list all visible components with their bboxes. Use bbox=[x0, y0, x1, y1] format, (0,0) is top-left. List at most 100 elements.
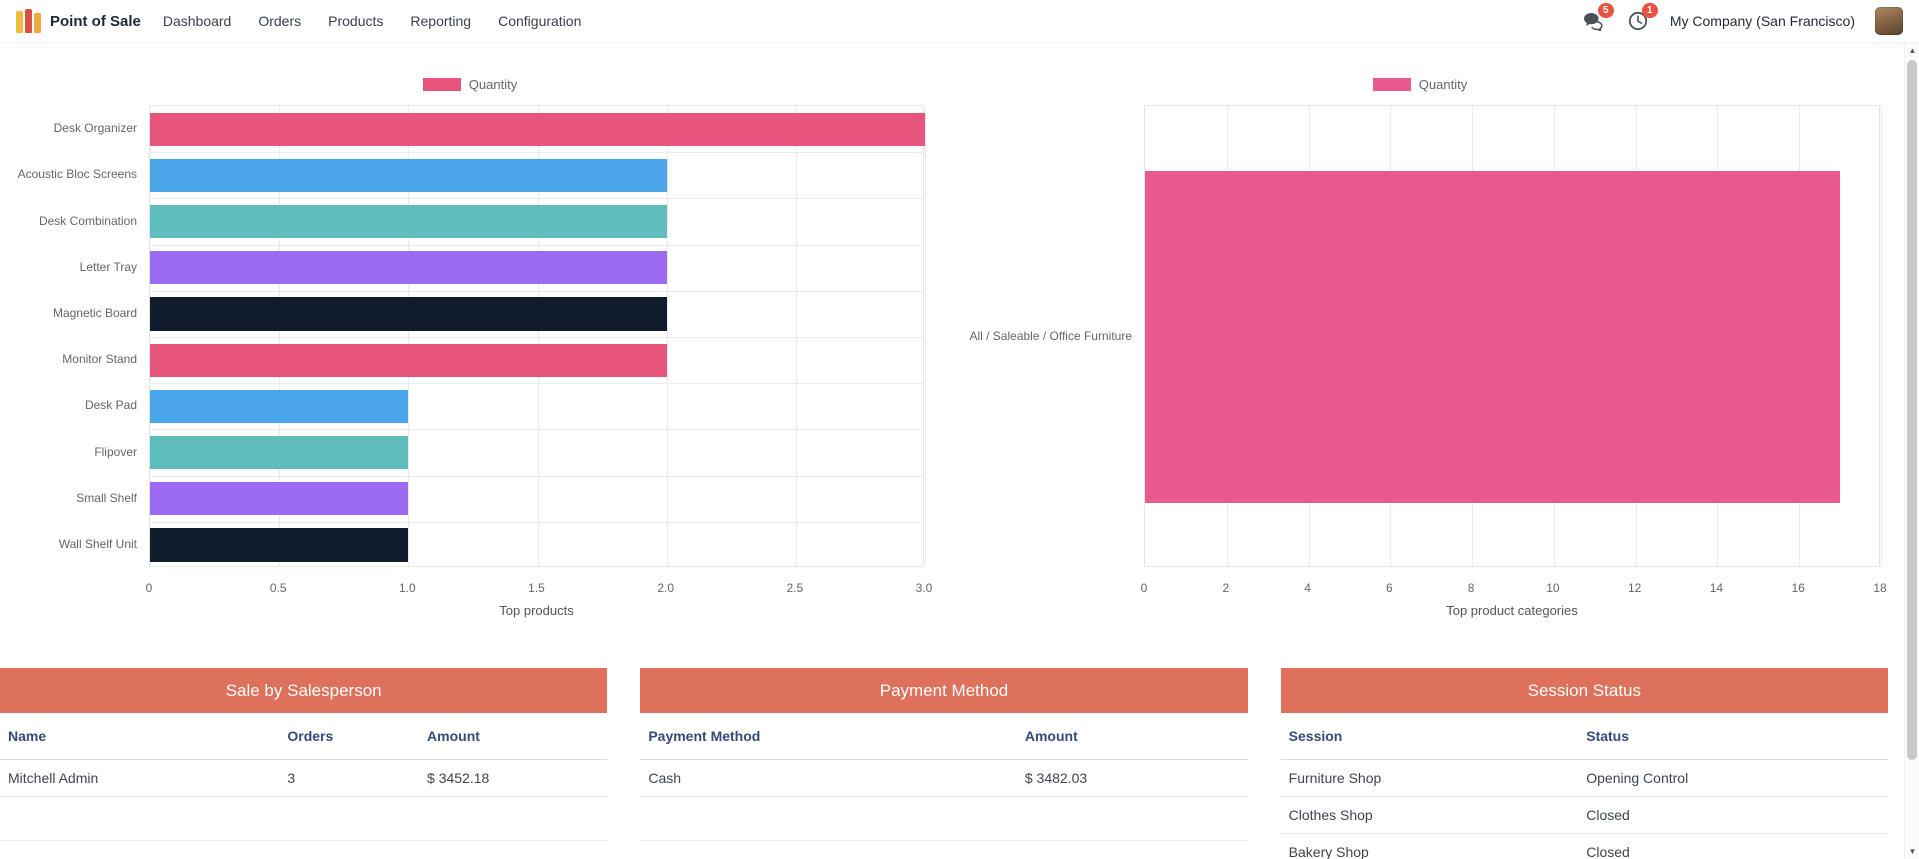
category-label-wall-shelf-unit: Wall Shelf Unit bbox=[58, 536, 137, 551]
chart-legend[interactable]: Quantity bbox=[940, 76, 1900, 92]
category-label-magnetic-board: Magnetic Board bbox=[52, 305, 137, 320]
bar-magnetic-board[interactable] bbox=[150, 297, 667, 331]
scrollbar-thumb[interactable] bbox=[1907, 60, 1917, 760]
gridline-vertical bbox=[537, 106, 539, 566]
scrollbar-down-arrow[interactable]: ▼ bbox=[1908, 847, 1917, 856]
x-tick-label: 12 bbox=[1628, 581, 1642, 595]
activities-button[interactable]: 1 bbox=[1626, 3, 1658, 33]
column-header-orders: Orders bbox=[279, 713, 420, 760]
table-row: Bakery Shop Closed bbox=[1280, 833, 1888, 859]
x-tick-label: 0 bbox=[1140, 581, 1148, 595]
x-tick-label: 6 bbox=[1385, 581, 1393, 595]
x-tick-label: 8 bbox=[1467, 581, 1475, 595]
legend-swatch-quantity bbox=[1372, 77, 1411, 91]
gridline-horizontal bbox=[150, 337, 923, 338]
category-label-letter-tray: Letter Tray bbox=[79, 259, 137, 274]
bar-small-shelf[interactable] bbox=[150, 482, 409, 516]
chart-top-product-categories: Quantity All / Saleable / Office Furnitur… bbox=[940, 55, 1900, 625]
app-name[interactable]: Point of Sale bbox=[50, 12, 141, 30]
table-row: Clothes Shop Closed bbox=[1280, 796, 1888, 834]
table-title: Payment Method bbox=[640, 668, 1248, 713]
category-label-desk-pad: Desk Pad bbox=[84, 398, 137, 413]
pos-app-icon[interactable] bbox=[16, 9, 41, 33]
vertical-scrollbar[interactable]: ▲ ▼ bbox=[1904, 43, 1919, 859]
table-row: Cash $ 3482.03 bbox=[640, 759, 1248, 797]
table-card-session-status: Session Status Session Status Furniture Sho… bbox=[1280, 668, 1888, 859]
gridline-vertical bbox=[666, 106, 668, 566]
nav-item-configuration[interactable]: Configuration bbox=[498, 13, 582, 29]
chart-legend[interactable]: Quantity bbox=[0, 76, 940, 92]
x-tick-label: 14 bbox=[1709, 581, 1724, 595]
plot-area bbox=[1144, 105, 1882, 567]
scrollbar-up-arrow[interactable]: ▲ bbox=[1908, 46, 1917, 55]
table-title: Session Status bbox=[1280, 668, 1888, 713]
bar-desk-combination[interactable] bbox=[150, 204, 667, 239]
column-header-status: Status bbox=[1578, 713, 1888, 760]
bar-all-saleable-office-furniture[interactable] bbox=[1145, 170, 1841, 504]
data-table: Name Orders Amount Mitchell Admin 3 $ 3452.18 bbox=[0, 713, 608, 841]
top-nav: Point of Sale Dashboard Orders Products … bbox=[0, 0, 1919, 43]
bar-acoustic-bloc-screens[interactable] bbox=[150, 158, 667, 192]
nav-item-reporting[interactable]: Reporting bbox=[410, 13, 472, 29]
x-tick-label: 18 bbox=[1873, 581, 1887, 595]
chat-bubbles-icon bbox=[1583, 12, 1604, 31]
bar-letter-tray[interactable] bbox=[150, 251, 667, 285]
legend-label: Quantity bbox=[1418, 76, 1468, 92]
activities-badge: 1 bbox=[1641, 3, 1658, 18]
x-tick-label: 10 bbox=[1546, 581, 1560, 595]
x-tick-label: 0 bbox=[145, 581, 153, 595]
gridline-horizontal bbox=[150, 290, 923, 292]
chart-title: Top product categories bbox=[1446, 603, 1578, 618]
column-header-amount: Amount bbox=[1016, 713, 1248, 760]
table-cell: $ 3482.03 bbox=[1016, 759, 1248, 797]
chart-top-products: Quantity Desk Organizer Acoustic Bloc Scre… bbox=[0, 55, 940, 625]
nav-item-orders[interactable]: Orders bbox=[258, 13, 302, 29]
x-tick-label: 4 bbox=[1304, 581, 1311, 595]
bar-monitor-stand[interactable] bbox=[150, 343, 667, 377]
column-header-name: Name bbox=[0, 713, 280, 760]
table-row: Furniture Shop Opening Control bbox=[1280, 759, 1888, 797]
table-card-payment-method: Payment Method Payment Method Amount Cash $ … bbox=[640, 668, 1248, 859]
table-cell: Clothes Shop bbox=[1280, 796, 1579, 834]
category-label-all-saleable-office-furniture: All / Saleable / Office Furniture bbox=[969, 329, 1132, 343]
nav-menu: Dashboard Orders Products Reporting Conf… bbox=[163, 13, 582, 29]
table-cell: $ 3452.18 bbox=[419, 759, 608, 797]
x-tick-label: 2.5 bbox=[786, 581, 804, 595]
gridline-vertical bbox=[1881, 106, 1882, 566]
messages-button[interactable]: 5 bbox=[1582, 3, 1614, 33]
table-cell: Opening Control bbox=[1578, 759, 1888, 797]
company-switcher[interactable]: My Company (San Francisco) bbox=[1669, 13, 1855, 29]
summary-tables: Sale by Salesperson Name Orders Amount Mitch… bbox=[0, 668, 1888, 859]
table-cell: Bakery Shop bbox=[1280, 833, 1579, 859]
x-tick-label: 3.0 bbox=[915, 581, 933, 595]
gridline-vertical bbox=[279, 106, 281, 566]
data-table: Payment Method Amount Cash $ 3482.03 bbox=[640, 713, 1248, 841]
legend-label: Quantity bbox=[468, 76, 518, 92]
table-cell: Mitchell Admin bbox=[0, 759, 280, 797]
bar-desk-pad[interactable] bbox=[150, 389, 409, 423]
table-cell: 3 bbox=[279, 759, 420, 797]
gridline-horizontal bbox=[150, 244, 923, 246]
category-label-monitor-stand: Monitor Stand bbox=[62, 352, 137, 367]
bar-wall-shelf-unit[interactable] bbox=[150, 528, 409, 562]
empty-row bbox=[640, 796, 1248, 841]
x-tick-label: 16 bbox=[1791, 581, 1805, 595]
category-label-flipover: Flipover bbox=[94, 444, 137, 459]
user-avatar[interactable] bbox=[1875, 7, 1903, 35]
messages-badge: 5 bbox=[1597, 3, 1614, 18]
nav-item-dashboard[interactable]: Dashboard bbox=[162, 13, 232, 29]
column-header-payment-method: Payment Method bbox=[640, 713, 1017, 760]
gridline-horizontal bbox=[150, 152, 923, 154]
category-label-acoustic-bloc-screens: Acoustic Bloc Screens bbox=[17, 167, 137, 182]
table-card-sale-by-salesperson: Sale by Salesperson Name Orders Amount Mitch… bbox=[0, 668, 608, 859]
bar-flipover[interactable] bbox=[150, 435, 409, 470]
empty-row bbox=[0, 796, 608, 841]
nav-item-products[interactable]: Products bbox=[328, 13, 384, 29]
column-header-session: Session bbox=[1280, 713, 1579, 760]
x-tick-label: 1.0 bbox=[398, 581, 416, 595]
legend-swatch-quantity bbox=[422, 77, 461, 91]
bar-desk-organizer[interactable] bbox=[150, 112, 925, 146]
table-cell: Furniture Shop bbox=[1280, 759, 1579, 797]
column-header-amount: Amount bbox=[419, 713, 608, 760]
chart-title: Top products bbox=[499, 603, 574, 618]
